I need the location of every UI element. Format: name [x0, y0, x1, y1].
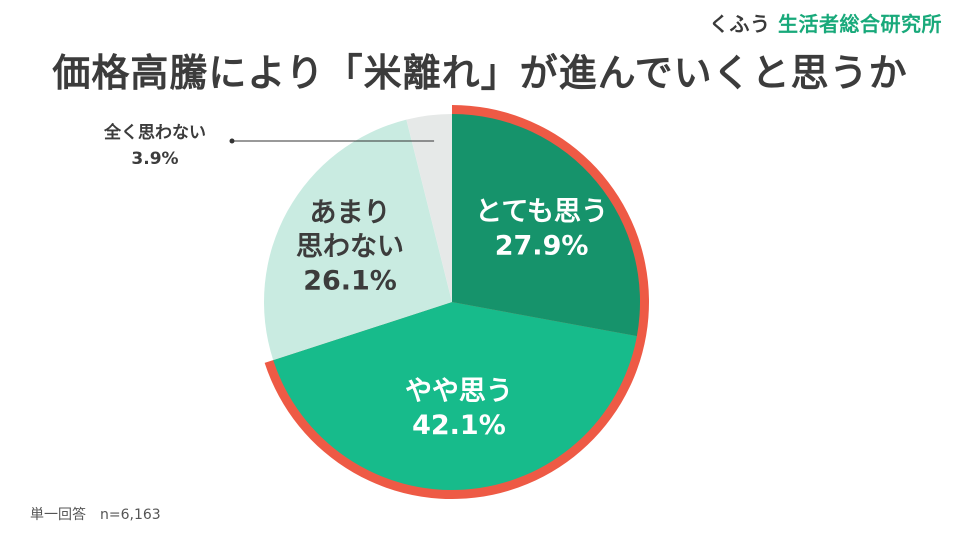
- pie-slice-not-much: [264, 119, 452, 361]
- leader-dot: [229, 138, 235, 144]
- slice-value-very-much: 27.9%: [495, 230, 589, 261]
- slice-value-not-at-all: 3.9%: [131, 149, 178, 169]
- brand-logo: くふう 生活者総合研究所: [709, 8, 942, 37]
- pie-slice-very-much: [452, 114, 640, 337]
- slice-value-somewhat: 42.1%: [412, 410, 506, 441]
- slice-label-not-much: 思わない: [296, 232, 404, 263]
- slice-label-not-at-all: 全く思わない: [103, 122, 206, 143]
- footnote: 単一回答 n=6,163: [30, 507, 161, 523]
- slice-label-somewhat: やや思う: [405, 376, 513, 407]
- pie-slice-not-at-all: [406, 114, 452, 302]
- chart-title: 価格高騰により「米離れ」が進んでいくと思うか: [52, 51, 908, 95]
- brand-name: 生活者総合研究所: [778, 12, 942, 36]
- slice-label-not-much: あまり: [310, 198, 391, 229]
- brand-prefix: くふう: [709, 12, 771, 36]
- pie-slice-somewhat: [273, 302, 637, 490]
- slice-label-very-much: とても思う: [475, 196, 608, 227]
- slice-value-not-much: 26.1%: [303, 266, 397, 297]
